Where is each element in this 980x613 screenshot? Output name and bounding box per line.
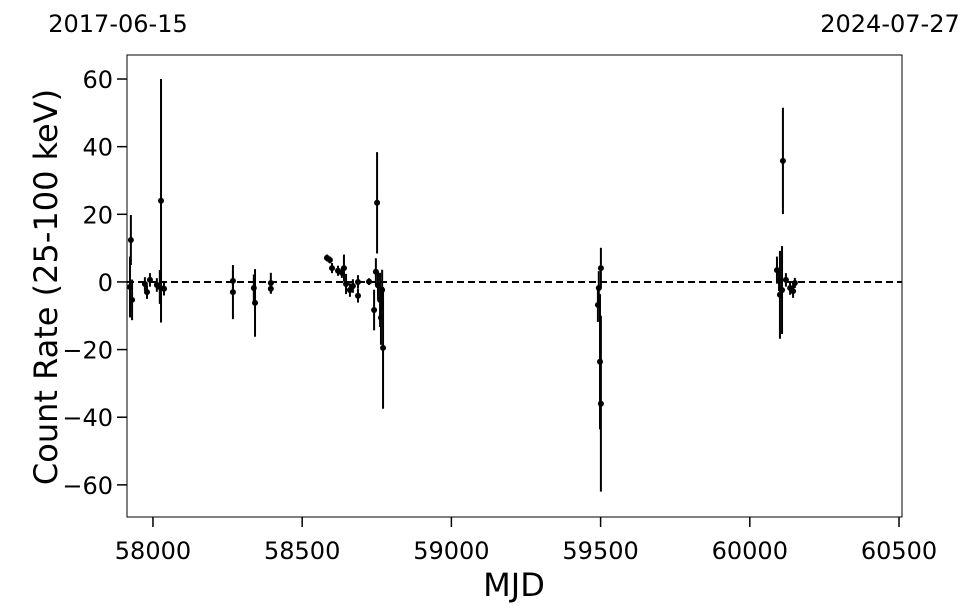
data-point	[252, 299, 259, 306]
data-point	[343, 280, 350, 287]
data-point	[146, 276, 153, 283]
data-point	[326, 256, 333, 263]
y-tick-label: −20	[62, 337, 113, 365]
data-point	[229, 277, 236, 284]
x-tick-label: 59500	[562, 537, 638, 565]
data-point	[779, 287, 786, 294]
y-tick-label: 0	[98, 269, 113, 297]
data-point	[782, 276, 789, 283]
y-tick-label: 60	[82, 66, 113, 94]
data-point	[379, 287, 386, 294]
top-label: 2024-07-27	[820, 10, 959, 38]
top-label: 2017-06-15	[48, 10, 187, 38]
data-point	[229, 289, 236, 296]
data-point	[267, 279, 274, 286]
data-point	[349, 283, 356, 289]
data-point	[366, 278, 373, 285]
data-point	[329, 265, 336, 272]
data-point	[143, 289, 150, 296]
y-tick-label: 20	[82, 201, 113, 229]
x-tick-label: 59000	[413, 537, 489, 565]
data-point	[340, 265, 347, 272]
y-tick-label: 40	[82, 134, 113, 162]
data-point	[597, 400, 604, 407]
x-tick-label: 58000	[115, 537, 191, 565]
x-tick-label: 58500	[264, 537, 340, 565]
data-point	[374, 199, 381, 206]
data-point	[354, 292, 361, 299]
data-point	[597, 265, 604, 272]
plot-frame	[126, 54, 903, 518]
data-point	[354, 278, 361, 285]
data-point	[380, 344, 387, 351]
data-point	[127, 237, 134, 244]
x-tick-label: 60000	[712, 537, 788, 565]
data-point	[790, 288, 797, 295]
data-point	[779, 157, 786, 164]
data-point	[161, 285, 168, 292]
y-tick-label: −60	[62, 472, 113, 500]
data-point	[371, 307, 378, 314]
data-point	[158, 197, 165, 204]
x-axis-label: MJD	[483, 566, 545, 604]
data-point	[267, 285, 274, 292]
y-axis-label: Count Rate (25-100 keV)	[27, 89, 65, 485]
data-point	[791, 279, 798, 286]
y-tick-label: −40	[62, 404, 113, 432]
data-point	[129, 296, 136, 303]
x-tick-label: 60500	[861, 537, 937, 565]
